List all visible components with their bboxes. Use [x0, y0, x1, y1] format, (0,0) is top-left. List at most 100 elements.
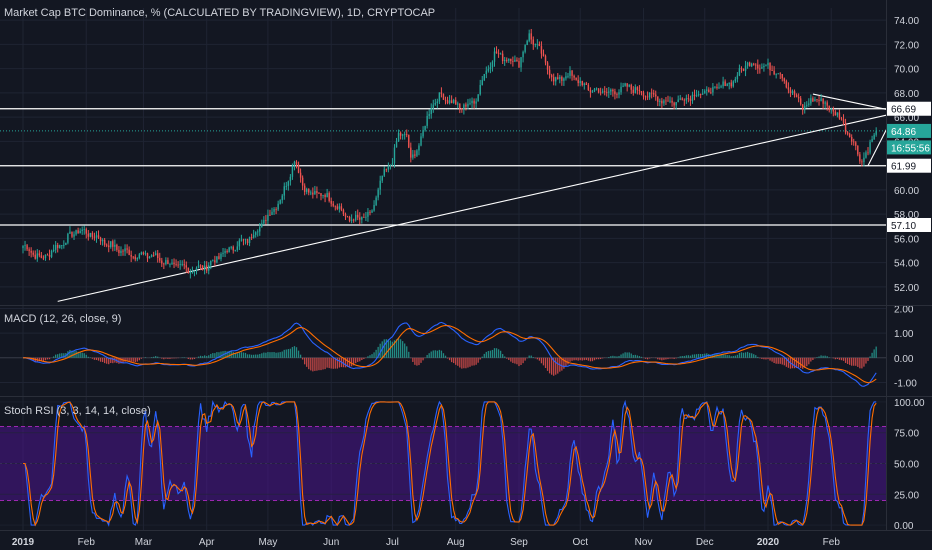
candle-body [855, 142, 857, 146]
pane-separators [0, 0, 932, 531]
candle-body [261, 223, 263, 228]
candle-body [708, 89, 710, 93]
stoch-rsi-pane[interactable]: 100.00 75.00 50.00 25.00 0.00 Stoch RSI (3, … [0, 398, 925, 532]
candle-body [599, 92, 602, 94]
candle-body [775, 74, 777, 75]
candle-body [369, 212, 371, 213]
candle-body [322, 194, 324, 196]
candle-body [691, 94, 694, 101]
candle-body [69, 231, 71, 234]
candle-body [548, 69, 551, 76]
candle-body [495, 51, 498, 54]
candle-body [87, 233, 90, 237]
trendline[interactable] [812, 93, 889, 111]
candle-body [581, 81, 583, 86]
macd-axis[interactable]: 2.00 1.00 0.00 -1.00 [894, 304, 917, 389]
candle-body [644, 96, 647, 98]
candle-body [848, 133, 851, 137]
candle-body [408, 134, 410, 148]
candle-body [173, 262, 175, 265]
candle-body [161, 260, 163, 264]
candle-body [154, 253, 157, 256]
stoch-axis[interactable]: 100.00 75.00 50.00 25.00 0.00 [894, 398, 925, 532]
candle-body [759, 68, 761, 70]
candle-body [205, 265, 208, 271]
candle-body [820, 98, 822, 101]
macd-lines [22, 321, 877, 387]
candle-body [616, 94, 618, 96]
candle-body [671, 100, 673, 103]
candle-body [481, 80, 483, 85]
candle-body [612, 89, 614, 92]
candle-body [234, 249, 236, 251]
candle-body [159, 258, 161, 261]
candle-body [620, 86, 622, 93]
candle-body [271, 211, 273, 215]
candle-body [191, 271, 194, 273]
candle-body [783, 78, 786, 82]
price-badge-label: 57.10 [891, 221, 916, 232]
candle-body [310, 192, 312, 194]
candle-body [583, 83, 586, 86]
candle-body [489, 67, 492, 70]
candle-body [285, 185, 288, 187]
candle-body [465, 104, 467, 107]
candle-body [383, 169, 385, 176]
trendline[interactable] [867, 125, 889, 166]
candle-body [244, 239, 247, 241]
candle-body [714, 86, 716, 88]
candle-body [652, 93, 655, 95]
candle-body [853, 141, 855, 143]
stoch-tick-label: 0.00 [894, 521, 914, 532]
candle-body [220, 253, 222, 259]
candle-body [822, 98, 824, 104]
stoch-tick-label: 75.00 [894, 429, 919, 440]
candle-body [655, 94, 657, 97]
time-tick-label: Aug [447, 537, 465, 548]
candle-body [740, 68, 743, 69]
candle-body [787, 87, 790, 90]
candle-body [540, 46, 543, 54]
candle-body [330, 200, 332, 204]
candle-body [279, 200, 281, 204]
candle-body [375, 197, 377, 205]
candle-body [859, 154, 861, 162]
candle-body [22, 245, 24, 249]
candle-body [316, 191, 318, 194]
candle-body [73, 234, 75, 237]
candle-body [187, 267, 190, 274]
candle-body [544, 55, 547, 63]
time-tick-label: 2019 [12, 537, 35, 548]
candle-body [112, 241, 114, 247]
candle-body [334, 205, 337, 207]
candle-body [867, 152, 869, 154]
price-tick-label: 56.00 [894, 234, 919, 245]
price-tick-label: 54.00 [894, 259, 919, 270]
candle-body [167, 260, 169, 264]
candle-body [146, 253, 149, 259]
candle-body [591, 91, 594, 93]
candle-body [442, 93, 445, 100]
time-axis[interactable]: 2019 Feb Mar Apr May Jun Jul Aug Sep Oct Nov Dec 202… [12, 537, 840, 548]
candle-body [483, 74, 486, 81]
candle-body [257, 231, 259, 233]
candle-body [569, 70, 571, 76]
candle-body [842, 119, 845, 123]
price-badge [887, 158, 931, 173]
candle-body [685, 98, 688, 101]
candle-body [85, 229, 87, 234]
candle-body [165, 260, 167, 265]
price-tick-label: 58.00 [894, 210, 919, 221]
candle-body [589, 90, 592, 93]
candle-body [730, 82, 732, 87]
candle-body [246, 239, 249, 243]
candle-body [128, 249, 130, 255]
price-badge [887, 123, 931, 138]
price-tick-label: 68.00 [894, 89, 919, 100]
price-badge [887, 140, 931, 155]
time-tick-label: Dec [696, 537, 714, 548]
macd-pane[interactable]: 2.00 1.00 0.00 -1.00 MACD (12, 26, close, 9… [0, 304, 917, 389]
horizontal-levels[interactable] [0, 108, 886, 226]
candle-body [508, 58, 510, 61]
